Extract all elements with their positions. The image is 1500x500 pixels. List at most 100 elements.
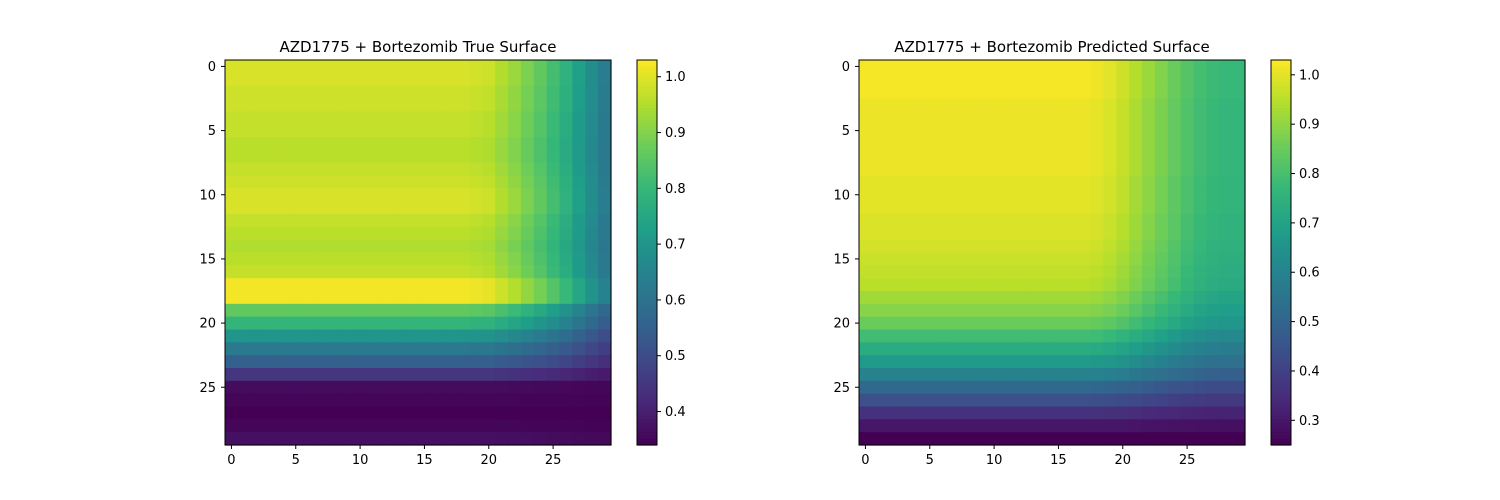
- heatmap-cell: [469, 137, 483, 151]
- heatmap-cell: [1129, 124, 1143, 138]
- colorbar-segment: [637, 371, 657, 376]
- colorbar-segment: [637, 403, 657, 408]
- heatmap-cell: [366, 85, 380, 100]
- heatmap-cell: [1167, 380, 1182, 395]
- heatmap-cell: [340, 214, 355, 228]
- heatmap-cell: [1142, 124, 1156, 138]
- heatmap-cell: [871, 393, 886, 408]
- heatmap-cell: [340, 137, 355, 151]
- heatmap-cell: [936, 137, 950, 151]
- heatmap-cell: [1167, 368, 1182, 382]
- colorbar-segment: [1271, 422, 1291, 427]
- colorbar-segment: [1271, 137, 1291, 141]
- heatmap-cell: [936, 239, 950, 254]
- heatmap-cell: [1052, 98, 1066, 112]
- heatmap-cell: [1013, 111, 1027, 125]
- heatmap-cell: [546, 393, 561, 408]
- heatmap-cell: [987, 188, 1002, 202]
- heatmap-cell: [1142, 252, 1156, 266]
- heatmap-cell: [585, 291, 599, 305]
- heatmap-cell: [1026, 226, 1040, 241]
- heatmap-cell: [923, 226, 937, 241]
- heatmap-cell: [910, 406, 924, 420]
- heatmap-cell: [508, 432, 522, 446]
- heatmap-cell: [1193, 393, 1207, 408]
- heatmap-cell: [456, 419, 471, 433]
- heatmap-cell: [443, 111, 458, 125]
- heatmap-cell: [327, 355, 342, 369]
- colorbar-segment: [637, 233, 657, 238]
- heatmap-cell: [598, 342, 612, 356]
- heatmap-cell: [392, 175, 406, 189]
- heatmap-cell: [1219, 226, 1233, 241]
- heatmap-cell: [482, 355, 496, 369]
- heatmap-cell: [559, 149, 573, 164]
- chart-title-predicted: AZD1775 + Bortezomib Predicted Surface: [894, 38, 1210, 56]
- heatmap-cell: [1077, 303, 1092, 318]
- heatmap-cell: [1193, 124, 1207, 138]
- heatmap-cell: [533, 239, 548, 254]
- heatmap-cell: [418, 393, 432, 408]
- colorbar-segment: [1271, 117, 1291, 122]
- heatmap-cell: [1219, 406, 1233, 420]
- colorbar-segment: [637, 310, 657, 315]
- heatmap-cell: [250, 98, 265, 112]
- heatmap-cell: [353, 85, 368, 100]
- x-axis-ticks-predicted: 0 5 10 15 20 25: [861, 445, 1195, 468]
- heatmap-cell: [871, 368, 886, 382]
- heatmap-cell: [1103, 291, 1117, 305]
- heatmap-cell: [327, 265, 342, 279]
- heatmap-cell: [443, 380, 458, 395]
- heatmap-cell: [1077, 380, 1092, 395]
- heatmap-cell: [508, 239, 522, 254]
- heatmap-cell: [1077, 188, 1092, 202]
- heatmap-cell: [1026, 124, 1040, 138]
- heatmap-cell: [546, 201, 561, 215]
- heatmap-cell: [585, 265, 599, 279]
- colorbar-tick-label: 0.6: [1299, 266, 1320, 281]
- heatmap-cell: [508, 149, 522, 164]
- heatmap-cell: [1219, 342, 1233, 356]
- heatmap-cell: [289, 188, 303, 202]
- heatmap-cell: [302, 149, 316, 164]
- heatmap-cell: [1193, 201, 1207, 215]
- heatmap-cell: [302, 85, 316, 100]
- heatmap-cell: [1142, 214, 1156, 228]
- colorbar-segment: [637, 345, 657, 350]
- colorbar-segment: [637, 425, 657, 430]
- heatmap-cell: [572, 137, 586, 151]
- heatmap-cell: [598, 380, 612, 395]
- heatmap-cell: [546, 329, 561, 343]
- heatmap-cell: [871, 111, 886, 125]
- colorbar-segment: [637, 361, 657, 366]
- colorbar-segment: [637, 435, 657, 440]
- heatmap-cell: [1000, 188, 1014, 202]
- heatmap-cell: [456, 72, 471, 87]
- heatmap-cell: [1206, 380, 1220, 395]
- heatmap-cell: [961, 291, 976, 305]
- heatmap-cell: [1026, 278, 1040, 292]
- heatmap-cell: [559, 380, 573, 395]
- heatmap-cell: [559, 60, 573, 74]
- heatmap-cell: [1090, 85, 1105, 100]
- colorbar-segment: [637, 172, 657, 177]
- heatmap-cell: [430, 342, 445, 356]
- colorbar-segment: [1271, 307, 1291, 311]
- heatmap-cell: [1180, 111, 1195, 125]
- heatmap-cell: [456, 60, 471, 74]
- heatmap-cell: [276, 406, 290, 420]
- heatmap-cell: [263, 432, 278, 446]
- colorbar-tick-label: 0.3: [1299, 414, 1320, 429]
- heatmap-cell: [289, 368, 303, 382]
- heatmap-cell: [910, 85, 924, 100]
- heatmap-cell: [1077, 329, 1092, 343]
- heatmap-cell: [353, 124, 368, 138]
- heatmap-cell: [1193, 278, 1207, 292]
- heatmap-cell: [910, 432, 924, 446]
- colorbar-segment: [1271, 130, 1291, 135]
- heatmap-cell: [1232, 291, 1246, 305]
- heatmap-cell: [225, 239, 239, 254]
- heatmap-cell: [289, 239, 303, 254]
- heatmap-cell: [897, 419, 912, 433]
- heatmap-cell: [949, 137, 963, 151]
